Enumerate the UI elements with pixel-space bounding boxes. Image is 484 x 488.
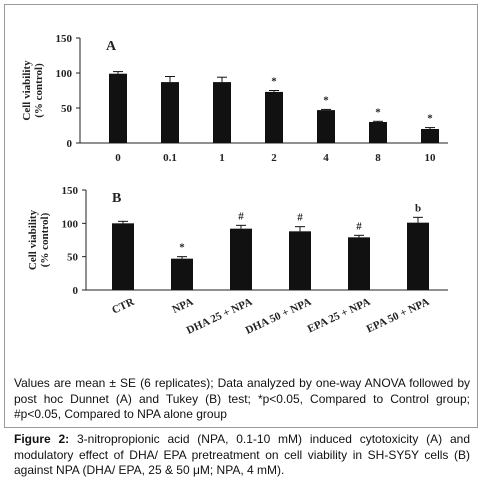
bar [289,231,311,290]
bar [230,228,252,290]
significance-mark: * [179,242,185,254]
x-tick-label: 8 [375,152,381,164]
y-axis-label: Cell viability(% control) [27,209,51,270]
y-tick-label: 150 [62,185,79,197]
panel-label: A [106,39,117,54]
y-axis-label-line: (% control) [33,63,45,118]
x-tick-label: DHA 25 + NPA [185,296,255,337]
bar [213,82,231,143]
caption: Figure 2: 3-nitropropionic acid (NPA, 0.… [14,432,470,479]
bar [348,237,370,290]
bar [369,122,387,143]
note: Values are mean ± SE (6 replicates); Dat… [14,376,470,421]
x-tick-label: EPA 50 + NPA [365,296,432,336]
x-tick-label: EPA 25 + NPA [306,296,373,336]
y-tick-label: 0 [73,285,79,297]
x-tick-label: NPA [170,296,195,316]
y-axis-label: Cell viability(% control) [21,60,45,121]
bar [171,258,193,290]
y-tick-label: 100 [56,68,73,80]
significance-mark: * [323,94,329,106]
x-tick-label: 0 [115,152,121,164]
x-tick-label: DHA 50 + NPA [244,296,314,337]
caption-label: Figure 2: [14,432,70,446]
y-tick-label: 100 [62,218,79,230]
bar [109,73,127,143]
y-tick-label: 150 [56,33,73,45]
significance-mark: b [415,202,421,214]
significance-mark: # [238,210,244,222]
x-tick-label: 2 [271,152,277,164]
bar [112,223,134,290]
significance-mark: # [297,212,303,224]
caption-text: 3-nitropropionic acid (NPA, 0.1-10 mM) i… [14,432,471,477]
figure-border [4,4,478,428]
y-tick-label: 50 [67,252,79,264]
bar [317,110,335,143]
y-axis-label-line: Cell viability [21,60,33,121]
significance-mark: # [356,220,362,232]
x-tick-label: 1 [219,152,225,164]
bar [407,222,429,290]
x-tick-label: 0.1 [163,152,177,164]
y-axis-label-line: Cell viability [27,209,39,270]
panel-label: B [112,191,121,206]
significance-mark: * [271,76,277,88]
x-tick-label: CTR [110,295,137,316]
bar [161,82,179,143]
significance-mark: * [375,106,381,118]
significance-mark: * [427,113,433,125]
bar [265,91,283,143]
x-tick-label: 10 [425,152,437,164]
x-tick-label: 4 [323,152,329,164]
bar [421,129,439,143]
y-tick-label: 50 [61,103,73,115]
y-axis-label-line: (% control) [39,212,51,267]
y-tick-label: 0 [67,138,73,150]
